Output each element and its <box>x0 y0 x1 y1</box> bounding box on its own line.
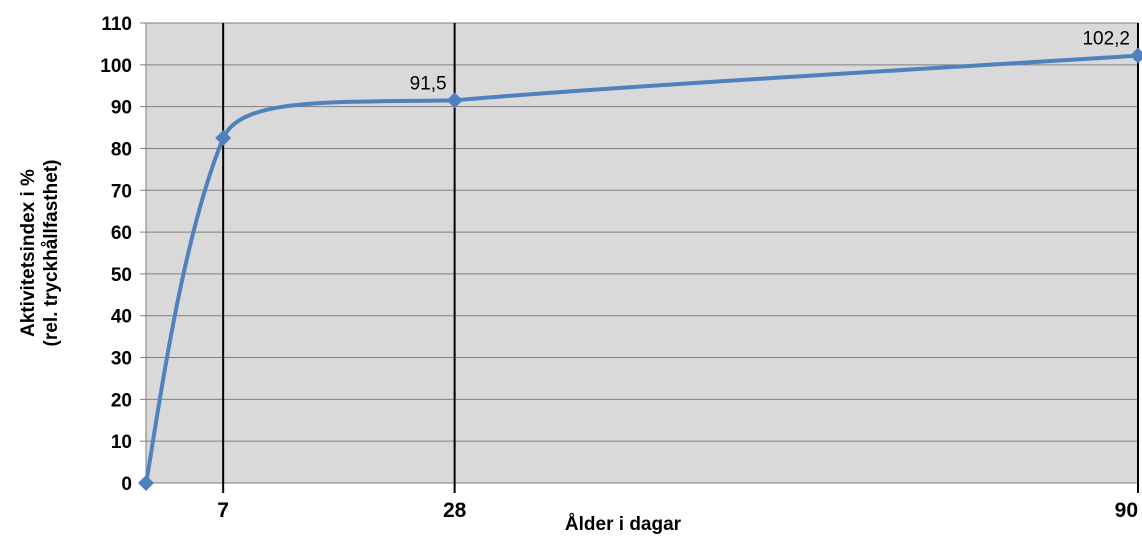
y-axis: 0 10 20 30 40 50 60 70 80 90 100 110 <box>100 14 146 495</box>
series-markers <box>138 47 1142 491</box>
x-tick-label: 28 <box>443 499 467 522</box>
y-tick-label: 50 <box>111 265 132 286</box>
plot-area <box>145 22 1139 484</box>
y-axis-label: Aktivitetsindex i % (rel. tryckhållfasth… <box>18 160 62 347</box>
data-label: 102,2 <box>1082 29 1130 50</box>
x-tick-label: 90 <box>1115 499 1138 522</box>
y-tick-label: 110 <box>101 14 132 35</box>
y-axis-label-line-1: Aktivitetsindex i % <box>18 169 39 337</box>
y-tick-label: 0 <box>121 474 132 495</box>
data-labels: 91,5 102,2 <box>410 29 1130 95</box>
y-tick-label: 30 <box>111 349 132 370</box>
y-axis-label-line-2: (rel. tryckhållfasthet) <box>41 160 62 347</box>
y-tick-label: 40 <box>111 307 132 328</box>
y-tick-label: 60 <box>111 223 132 244</box>
y-tick-label: 100 <box>100 56 132 77</box>
data-point-marker <box>138 475 154 491</box>
y-tick-label: 70 <box>111 181 132 202</box>
data-point-marker <box>215 130 232 146</box>
y-tick-label: 20 <box>111 390 132 411</box>
y-tick-label: 80 <box>111 139 132 160</box>
x-axis-label: Ålder i dagar <box>565 514 682 535</box>
y-tick-label: 10 <box>111 432 132 453</box>
data-point-marker <box>1130 47 1142 64</box>
x-axis: 7 28 90 <box>217 499 1138 522</box>
data-point-marker <box>446 92 463 109</box>
x-tick-label: 7 <box>217 499 229 522</box>
data-label: 91,5 <box>410 73 447 94</box>
y-tick-label: 90 <box>111 98 132 119</box>
series-line <box>144 53 1139 484</box>
